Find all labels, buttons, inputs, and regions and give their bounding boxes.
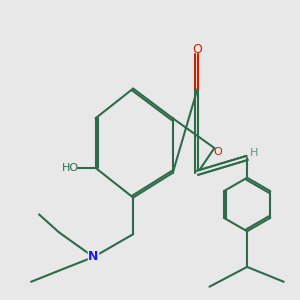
Text: HO: HO xyxy=(62,163,79,173)
Text: H: H xyxy=(249,148,258,158)
Text: N: N xyxy=(88,250,99,263)
Text: O: O xyxy=(213,148,222,158)
Text: O: O xyxy=(193,43,202,56)
